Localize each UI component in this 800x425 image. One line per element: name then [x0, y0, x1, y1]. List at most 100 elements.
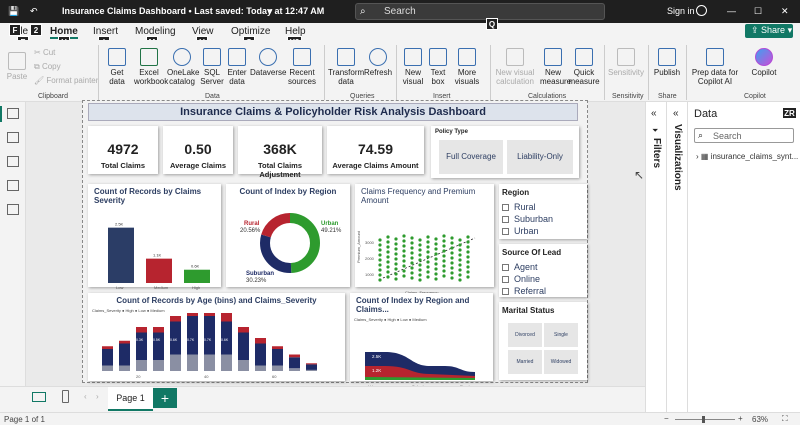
page-tab[interactable]: Page 1 — [108, 387, 153, 411]
kpi-average-claims[interactable]: 0.50 Average Claims — [163, 126, 233, 174]
menu-modeling[interactable]: Modeling — [135, 26, 176, 37]
filters-label[interactable]: Filters — [651, 138, 662, 169]
format-painter-button[interactable]: 🖌 Format painter — [34, 76, 99, 85]
data-search-input[interactable]: Search — [694, 128, 794, 143]
table-view-icon[interactable] — [7, 132, 19, 143]
lead-option-referral[interactable]: Referral — [499, 285, 587, 297]
dataverse-button[interactable]: Dataverse — [250, 48, 286, 77]
scatter-point — [450, 236, 454, 240]
severity-bar-chart[interactable]: Count of Records by Claims Severity 2.5K… — [88, 184, 221, 290]
zoom-in-icon[interactable]: + — [738, 414, 743, 423]
scatter-point — [418, 278, 422, 282]
maximize-icon[interactable]: ☐ — [754, 6, 763, 16]
scatter-point — [466, 235, 470, 239]
paste-button[interactable]: Paste — [4, 52, 30, 81]
text-box-button[interactable]: Text box — [428, 48, 448, 86]
refresh-button[interactable]: Refresh — [364, 48, 392, 77]
search-input[interactable]: Search — [355, 3, 605, 20]
scatter-point — [402, 269, 406, 273]
marital-widowed[interactable]: Widowed — [543, 349, 579, 375]
onelake-catalog-button[interactable]: OneLake catalog — [167, 48, 199, 86]
title-dropdown-icon[interactable]: ▾ — [268, 6, 273, 16]
copilot-button[interactable]: Copilot — [744, 48, 784, 77]
excel-workbook-button[interactable]: Excel workbook — [134, 48, 168, 86]
minimize-icon[interactable]: — — [727, 6, 736, 16]
tmdl-view-icon[interactable] — [7, 204, 19, 215]
publish-button[interactable]: Publish — [652, 48, 682, 77]
visualizations-pane[interactable]: « Visualizations — [666, 102, 687, 412]
sql-server-button[interactable]: SQL Server — [200, 48, 224, 86]
policy-full-coverage[interactable]: Full Coverage — [439, 140, 503, 174]
lead-option-online[interactable]: Online — [499, 273, 587, 285]
next-page-icon[interactable]: › — [96, 392, 99, 401]
zoom-thumb[interactable] — [702, 416, 705, 423]
share-button[interactable]: ⇪ Share ▾ — [745, 24, 793, 38]
account-icon[interactable] — [696, 5, 707, 16]
age-bar-low — [255, 343, 266, 366]
sensitivity-button[interactable]: Sensitivity — [608, 48, 644, 77]
kpi-average-claims-amount[interactable]: 74.59 Average Claims Amount — [327, 126, 424, 174]
region-option-suburban[interactable]: Suburban — [499, 213, 587, 225]
collapse-filters-icon[interactable]: « — [651, 108, 657, 119]
add-page-button[interactable]: + — [153, 388, 177, 408]
report-view-icon[interactable] — [7, 108, 19, 119]
collapse-viz-icon[interactable]: « — [673, 108, 679, 119]
kpi-total-claims-adjustment[interactable]: 368K Total Claims Adjustment — [238, 126, 322, 179]
undo-icon[interactable]: ↶ — [30, 6, 38, 16]
scatter-point — [434, 272, 438, 276]
transform-data-button[interactable]: Transform data — [328, 48, 364, 86]
age-bar-high — [119, 340, 130, 344]
desktop-layout-icon[interactable] — [32, 392, 46, 402]
menu-insert[interactable]: Insert — [93, 26, 119, 37]
more-visuals-button[interactable]: More visuals — [452, 48, 482, 86]
enter-data-button[interactable]: Enter data — [227, 48, 247, 86]
cut-button[interactable]: ✂ Cut — [34, 48, 56, 57]
get-data-button[interactable]: Get data — [104, 48, 130, 86]
region-slicer-title: Region — [502, 188, 530, 197]
close-icon[interactable]: ✕ — [781, 6, 789, 16]
region-donut-chart[interactable]: Count of Index by Region Rural 20.56% Ur… — [226, 184, 350, 287]
region-severity-chart[interactable]: Count of Index by Region and Claims... C… — [350, 293, 493, 389]
filters-pane[interactable]: « ⏷ Filters — [645, 102, 666, 412]
region-option-urban[interactable]: Urban — [499, 225, 587, 237]
model-view-icon[interactable] — [7, 156, 19, 167]
lead-option-agent[interactable]: Agent — [499, 261, 587, 273]
search-icon: ⌕ — [698, 130, 704, 140]
menu-optimize[interactable]: Optimize — [231, 26, 271, 37]
scatter-point — [458, 238, 462, 242]
marital-married[interactable]: Married — [507, 349, 543, 375]
scatter-point — [434, 257, 438, 261]
page-count: Page 1 of 1 — [4, 415, 45, 424]
marital-single[interactable]: Single — [543, 322, 579, 348]
menu-help[interactable]: Help — [285, 26, 306, 37]
marital-divorced[interactable]: Divorced — [507, 322, 543, 348]
table-item[interactable]: › ▦ insurance_claims_synt... — [696, 152, 799, 161]
quick-measure-button[interactable]: Quick measure — [568, 48, 600, 86]
new-visual-button[interactable]: New visual — [400, 48, 426, 86]
page-tab-bar: ‹ › Page 1 + — [0, 386, 645, 412]
new-visual-calculation-button[interactable]: New visual calculation — [492, 48, 538, 86]
age-bins-chart[interactable]: Count of Records by Age (bins) and Claim… — [88, 293, 345, 381]
fit-page-icon[interactable]: ⛶ — [782, 414, 788, 423]
prev-page-icon[interactable]: ‹ — [84, 392, 87, 401]
age-bins-svg: 0.3K 0.5K 0.6K 0.7K 0.7K 0.6K 20 40 60 — [102, 305, 317, 379]
save-icon[interactable]: 💾 — [8, 6, 20, 16]
copy-button[interactable]: ⧉ Copy — [34, 62, 61, 71]
region-option-rural[interactable]: Rural — [499, 201, 587, 213]
scatter-svg: 3000 2000 1000 Claims_Frequency Premium_… — [356, 230, 476, 295]
menu-view[interactable]: View — [192, 26, 214, 37]
scatter-chart[interactable]: Claims Frequency and Premium Amount 3000… — [355, 184, 494, 295]
kpi-total-claims[interactable]: 4972 Total Claims — [88, 126, 158, 174]
policy-liability-only[interactable]: Liability-Only — [507, 140, 573, 174]
zoom-out-icon[interactable]: − — [664, 414, 669, 423]
new-measure-button[interactable]: New measure — [540, 48, 571, 86]
dax-query-view-icon[interactable] — [7, 180, 19, 191]
zoom-slider[interactable] — [675, 419, 735, 420]
visualizations-label[interactable]: Visualizations — [672, 124, 683, 191]
scatter-point — [434, 237, 438, 241]
prep-data-copilot-button[interactable]: Prep data for Copilot AI — [690, 48, 740, 86]
recent-sources-button[interactable]: Recent sources — [287, 48, 317, 86]
mobile-layout-icon[interactable] — [62, 390, 69, 403]
scatter-point — [418, 263, 422, 267]
signin-link[interactable]: Sign in — [667, 6, 695, 16]
